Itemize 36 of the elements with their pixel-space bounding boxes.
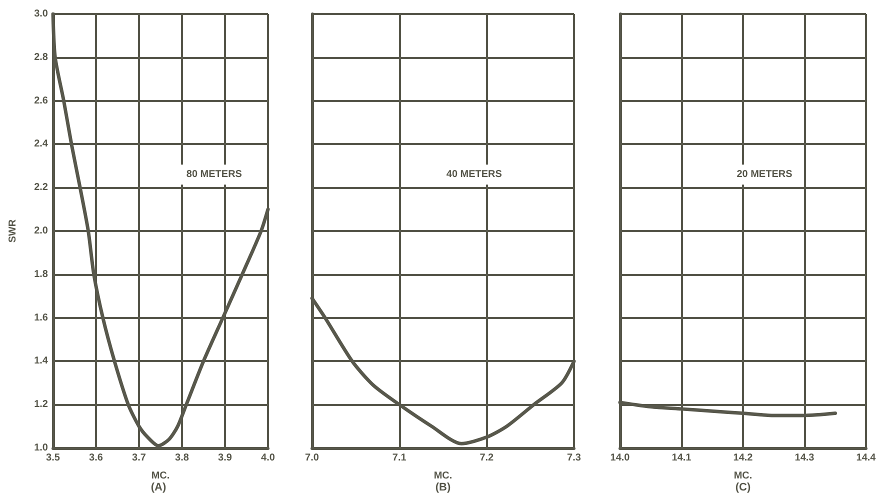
y-tick-label: 1.2	[34, 399, 48, 410]
text: (B)	[435, 482, 451, 494]
x-tick-label: 3.6	[89, 452, 104, 464]
y-tick-label: 2.4	[34, 138, 48, 150]
x-tick-label: 14.0	[610, 452, 630, 464]
x-tick-label: 7.0	[305, 452, 320, 464]
x-axis-title: MC.	[434, 470, 452, 482]
x-tick-label: 4.0	[261, 452, 276, 464]
y-tick-label: 3.0	[34, 8, 48, 20]
y-tick-label: 1.8	[34, 268, 48, 280]
x-tick-label: 3.7	[132, 452, 146, 464]
x-axis-title: MC.	[151, 470, 170, 482]
y-tick-label: 2.6	[34, 95, 48, 106]
y-tick-label: 2.8	[34, 52, 48, 63]
y-tick-label: 1.4	[34, 356, 48, 367]
x-axis-title: MC.	[734, 470, 752, 482]
x-tick-label: 7.1	[392, 452, 407, 464]
y-tick-label: 1.6	[34, 312, 48, 324]
x-tick-label: 14.1	[672, 452, 692, 464]
x-tick-label: 14.4	[856, 452, 876, 464]
x-tick-label: 3.5	[46, 452, 60, 464]
y-axis-title: SWR	[8, 218, 18, 243]
x-tick-label: 7.2	[480, 452, 494, 464]
x-tick-label: 14.3	[794, 452, 815, 464]
y-tick-label: 2.0	[34, 226, 48, 236]
x-tick-label: 3.9	[218, 452, 232, 464]
y-tick-label: 2.2	[34, 182, 48, 194]
x-tick-label: 14.2	[733, 452, 754, 464]
x-tick-label: 7.3	[567, 452, 582, 464]
annotation: 20 METERS	[736, 169, 793, 180]
annotation: 80 METERS	[186, 169, 242, 180]
text: (C)	[735, 482, 751, 494]
text: (A)	[150, 482, 166, 494]
y-tick-label: 1.0	[34, 442, 48, 454]
x-tick-label: 3.8	[175, 452, 190, 464]
annotation: 40 METERS	[446, 169, 502, 180]
